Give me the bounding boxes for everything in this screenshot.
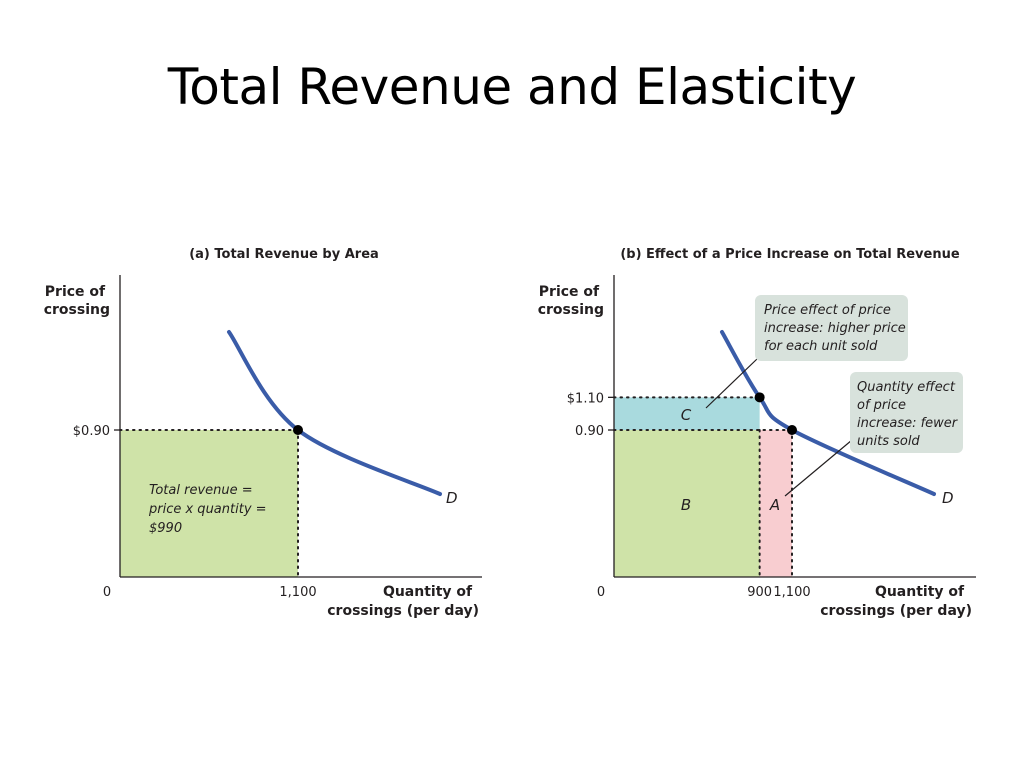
chart-b-point-1100-0.90 — [787, 425, 798, 436]
chart-b-price-effect-box — [755, 295, 908, 361]
chart-b-x-tick-label-1100: 1,100 — [773, 585, 810, 600]
chart-b-region-b — [614, 430, 760, 577]
chart-b-quantity-effect-text: Quantity effect of price increase: fewer… — [857, 380, 961, 449]
chart-b-price-effect-leader — [705, 358, 758, 409]
chart-a-total-revenue-text: Total revenue = price x quantity = $990 — [148, 483, 271, 536]
chart-b-x-label: Quantity of crossings (per day) — [820, 584, 972, 619]
chart-b-region-c-label: C — [681, 406, 692, 424]
chart-b-curve-label: D — [942, 489, 954, 507]
chart-a-curve-label: D — [446, 489, 458, 507]
chart-b-origin-label: 0 — [597, 585, 605, 600]
chart-b-price-effect-text: Price effect of price increase: higher p… — [764, 303, 910, 354]
chart-b: (b) Effect of a Price Increase on Total … — [538, 247, 976, 619]
slide-title: Total Revenue and Elasticity — [167, 58, 857, 116]
chart-b-region-b-label: B — [681, 496, 691, 514]
chart-b-region-a-label: A — [769, 496, 780, 514]
chart-b-demand-curve — [720, 330, 936, 496]
chart-a-point-1100-0.90 — [293, 425, 304, 436]
chart-b-quantity-effect-box — [850, 372, 963, 453]
chart-b-region-c — [614, 397, 760, 431]
chart-b-y-tick-label-low: 0.90 — [575, 424, 604, 439]
chart-b-point-900-1.10 — [754, 392, 765, 403]
chart-b-x-tick-label-900: 900 — [747, 585, 772, 600]
chart-b-quantity-effect-leader — [784, 439, 853, 497]
chart-a-y-tick-label: $0.90 — [73, 424, 110, 439]
chart-a-region-total-revenue — [120, 430, 299, 577]
chart-a-origin-label: 0 — [103, 585, 111, 600]
chart-a-title: (a) Total Revenue by Area — [189, 247, 379, 262]
chart-a: (a) Total Revenue by Area D Price of cro… — [44, 247, 482, 619]
chart-b-title: (b) Effect of a Price Increase on Total … — [620, 247, 960, 262]
chart-b-region-a — [759, 430, 793, 577]
chart-b-y-label: Price of crossing — [538, 284, 604, 318]
chart-a-x-label: Quantity of crossings (per day) — [327, 584, 479, 619]
chart-b-y-tick-label-high: $1.10 — [567, 391, 604, 406]
chart-a-x-tick-label: 1,100 — [279, 585, 316, 600]
chart-a-y-label: Price of crossing — [44, 284, 110, 318]
